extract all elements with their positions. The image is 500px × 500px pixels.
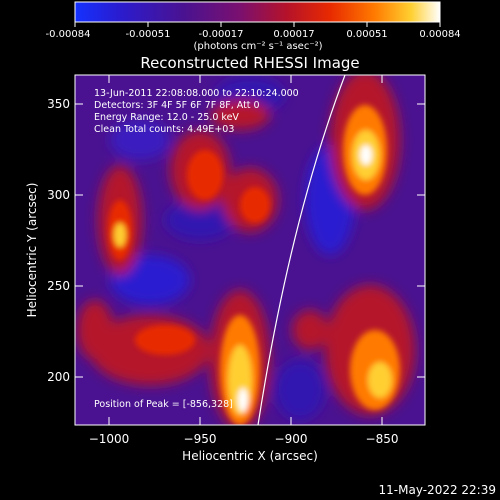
annotation-peak: Position of Peak = [-856,328] [94, 399, 233, 410]
colorbar-tick-label: -0.00051 [126, 29, 171, 40]
x-tick-label: −950 [184, 432, 217, 446]
footer-date: 11-May-2022 22:39 [379, 483, 496, 497]
x-axis-ticks [108, 75, 383, 425]
solar-limb-line [257, 75, 346, 425]
colorbar-tick-label: 0.00017 [273, 29, 314, 40]
plot-frame [74, 74, 426, 426]
colorbar-tick-label: 0.00084 [419, 29, 460, 40]
colorbar-units: (photons cm⁻² s⁻¹ asec⁻²) [193, 41, 322, 52]
x-tick-label: −850 [366, 432, 399, 446]
colorbar-ticks [74, 22, 441, 27]
annotation-time: 13-Jun-2011 22:08:08.000 to 22:10:24.000 [94, 88, 299, 99]
y-axis-label: Heliocentric Y (arcsec) [25, 183, 39, 318]
x-axis-label: Heliocentric X (arcsec) [182, 449, 318, 463]
y-tick-label: 200 [47, 370, 70, 384]
solar-image [75, 75, 425, 425]
x-tick-label: −900 [275, 432, 308, 446]
colorbar-tick-label: 0.00051 [346, 29, 387, 40]
y-tick-label: 350 [47, 97, 70, 111]
y-tick-label: 300 [47, 188, 70, 202]
annotation-detectors: Detectors: 3F 4F 5F 6F 7F 8F, Att 0 [94, 100, 260, 111]
colorbar-tick-label: -0.00084 [46, 29, 91, 40]
colorbar-tick-label: -0.00017 [199, 29, 244, 40]
annotation-clean: Clean Total counts: 4.49E+03 [94, 124, 234, 135]
y-tick-label: 250 [47, 279, 70, 293]
colorbar [75, 2, 440, 22]
annotation-energy: Energy Range: 12.0 - 25.0 keV [94, 112, 239, 123]
y-axis-ticks [75, 103, 425, 378]
image-title: Reconstructed RHESSI Image [140, 54, 359, 72]
x-tick-label: −1000 [89, 432, 130, 446]
